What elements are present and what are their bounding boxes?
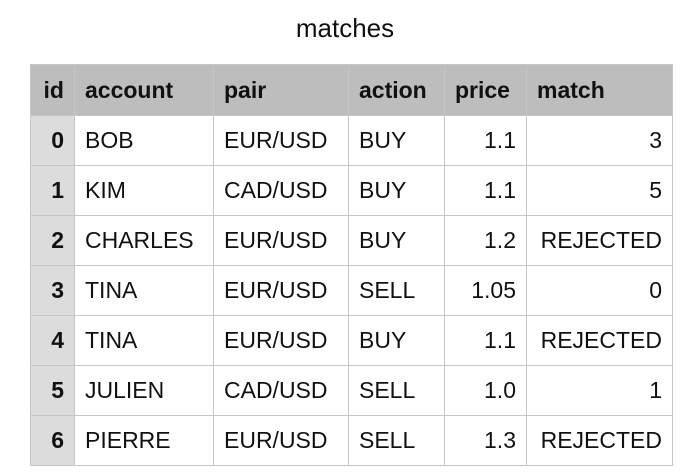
match-cell: REJECTED (526, 215, 673, 266)
row-id-cell: 0 (30, 115, 75, 166)
account-cell: TINA (74, 265, 214, 316)
column-header-action: action (348, 64, 445, 116)
column-header-price: price (444, 64, 527, 116)
account-cell: CHARLES (74, 215, 214, 266)
pair-cell: EUR/USD (213, 115, 349, 166)
account-cell: TINA (74, 315, 214, 366)
action-cell: BUY (348, 115, 445, 166)
price-cell: 1.05 (444, 265, 527, 316)
match-cell: REJECTED (526, 415, 673, 466)
row-id-cell: 5 (30, 365, 75, 416)
account-cell: BOB (74, 115, 214, 166)
column-header-match: match (526, 64, 673, 116)
action-cell: SELL (348, 265, 445, 316)
table-row: 1 KIM CAD/USD BUY 1.1 5 (30, 165, 673, 216)
pair-cell: CAD/USD (213, 165, 349, 216)
pair-cell: EUR/USD (213, 265, 349, 316)
price-cell: 1.1 (444, 165, 527, 216)
header-row: id account pair action price match (30, 64, 673, 116)
price-cell: 1.1 (444, 115, 527, 166)
match-cell: 5 (526, 165, 673, 216)
pair-cell: EUR/USD (213, 415, 349, 466)
table-row: 6 PIERRE EUR/USD SELL 1.3 REJECTED (30, 415, 673, 466)
action-cell: SELL (348, 415, 445, 466)
price-cell: 1.0 (444, 365, 527, 416)
account-cell: JULIEN (74, 365, 214, 416)
match-cell: REJECTED (526, 315, 673, 366)
pair-cell: EUR/USD (213, 215, 349, 266)
table-title: matches (295, 13, 395, 43)
account-cell: KIM (74, 165, 214, 216)
pair-cell: EUR/USD (213, 315, 349, 366)
table-row: 5 JULIEN CAD/USD SELL 1.0 1 (30, 365, 673, 416)
action-cell: SELL (348, 365, 445, 416)
pair-cell: CAD/USD (213, 365, 349, 416)
table-row: 4 TINA EUR/USD BUY 1.1 REJECTED (30, 315, 673, 366)
match-cell: 3 (526, 115, 673, 166)
price-cell: 1.2 (444, 215, 527, 266)
table-row: 2 CHARLES EUR/USD BUY 1.2 REJECTED (30, 215, 673, 266)
price-cell: 1.3 (444, 415, 527, 466)
column-header-pair: pair (213, 64, 349, 116)
match-cell: 0 (526, 265, 673, 316)
row-id-cell: 3 (30, 265, 75, 316)
action-cell: BUY (348, 165, 445, 216)
row-id-cell: 4 (30, 315, 75, 366)
table-row: 0 BOB EUR/USD BUY 1.1 3 (30, 115, 673, 166)
row-id-cell: 2 (30, 215, 75, 266)
action-cell: BUY (348, 315, 445, 366)
table-row: 3 TINA EUR/USD SELL 1.05 0 (30, 265, 673, 316)
match-cell: 1 (526, 365, 673, 416)
row-id-cell: 6 (30, 415, 75, 466)
column-header-id: id (30, 64, 75, 116)
action-cell: BUY (348, 215, 445, 266)
row-id-cell: 1 (30, 165, 75, 216)
account-cell: PIERRE (74, 415, 214, 466)
matches-table: id account pair action price match 0 BOB… (30, 64, 673, 466)
column-header-account: account (74, 64, 214, 116)
price-cell: 1.1 (444, 315, 527, 366)
